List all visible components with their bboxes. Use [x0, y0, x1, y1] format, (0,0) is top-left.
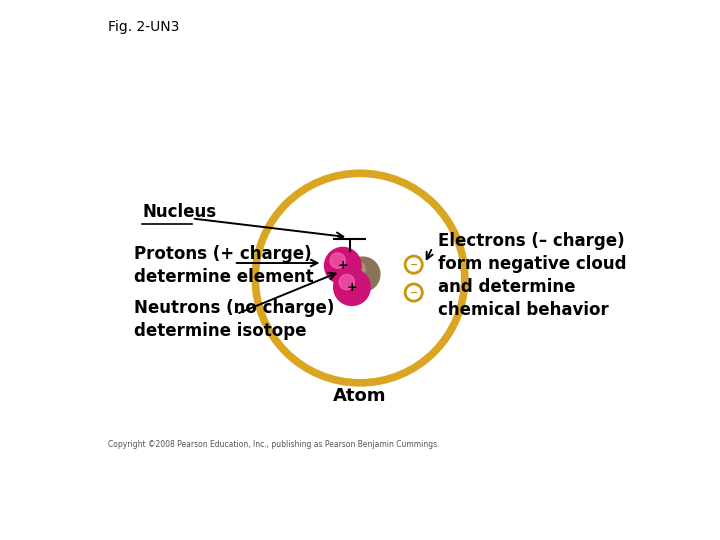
- Circle shape: [330, 253, 346, 268]
- Text: Atom: Atom: [333, 387, 387, 405]
- Text: +: +: [338, 259, 348, 272]
- Circle shape: [405, 284, 423, 301]
- Circle shape: [333, 269, 370, 306]
- Circle shape: [350, 261, 365, 277]
- Text: Copyright ©2008 Pearson Education, Inc., publishing as Pearson Benjamin Cummings: Copyright ©2008 Pearson Education, Inc.,…: [107, 440, 439, 449]
- Text: Nucleus: Nucleus: [143, 203, 217, 221]
- Text: +: +: [346, 281, 357, 294]
- Circle shape: [405, 256, 423, 273]
- Text: Neutrons (no charge)
determine isotope: Neutrons (no charge) determine isotope: [135, 299, 335, 340]
- Text: −: −: [410, 288, 418, 298]
- Text: Protons (+ charge)
determine element: Protons (+ charge) determine element: [135, 245, 314, 286]
- Circle shape: [346, 257, 380, 292]
- Circle shape: [339, 274, 354, 290]
- Text: −: −: [410, 260, 418, 269]
- Circle shape: [325, 247, 361, 284]
- Text: Electrons (– charge)
form negative cloud
and determine
chemical behavior: Electrons (– charge) form negative cloud…: [438, 232, 626, 319]
- Text: Fig. 2-UN3: Fig. 2-UN3: [107, 20, 179, 34]
